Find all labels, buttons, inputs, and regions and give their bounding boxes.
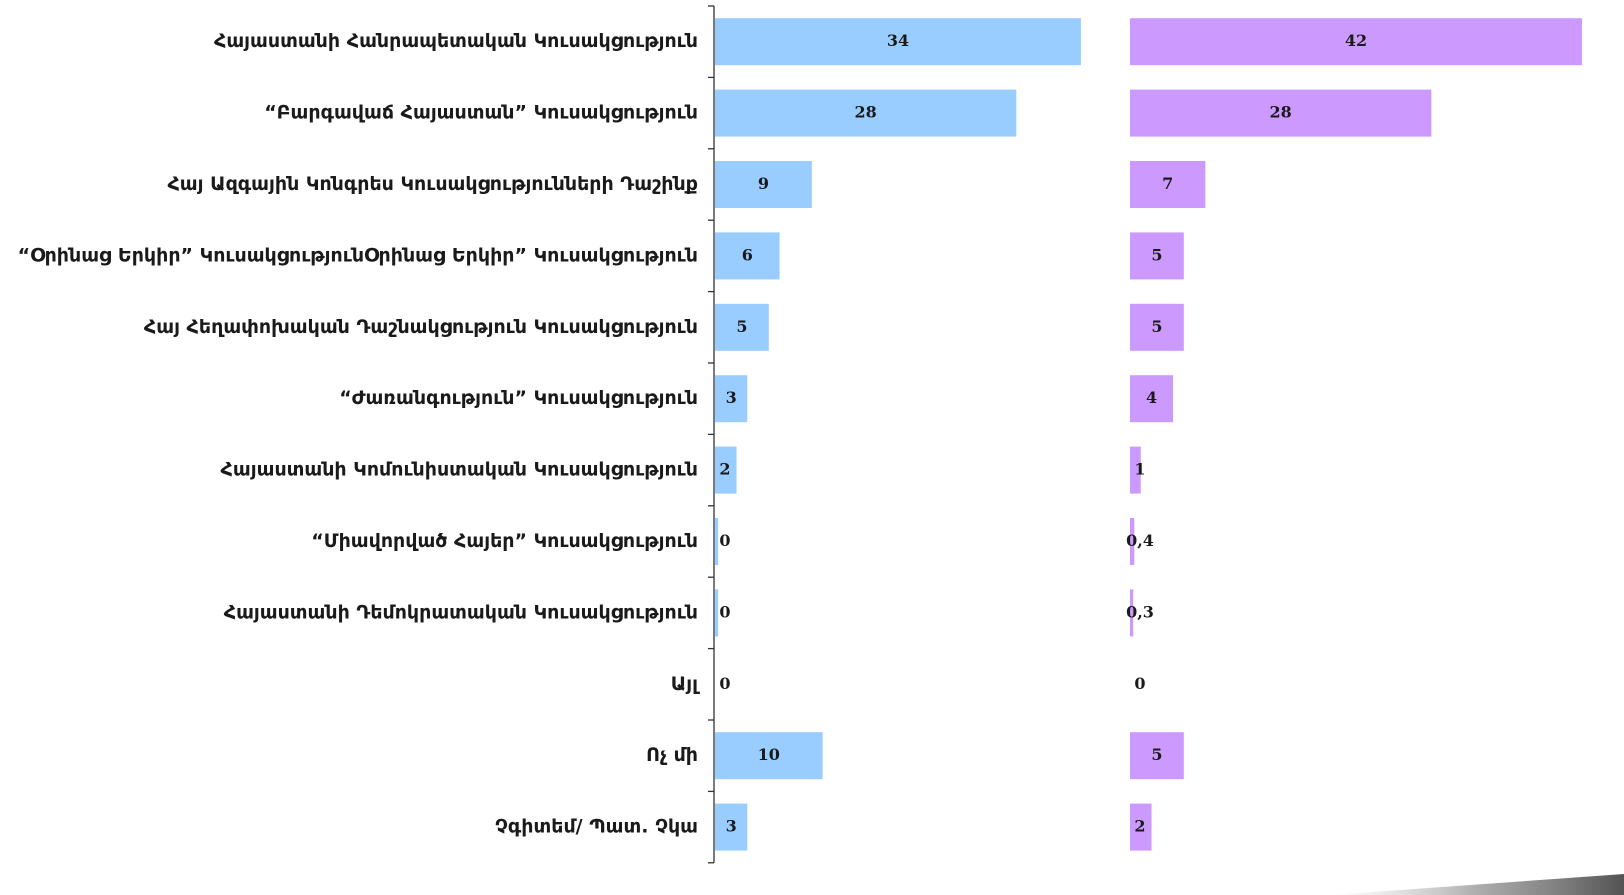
bar [715, 18, 1081, 66]
category-label: Հայ Ազգային Կոնգրես Կուսակցությունների Դ… [167, 173, 698, 195]
bar [1130, 303, 1184, 351]
data-label: 34 [887, 31, 909, 50]
data-label: 0 [719, 531, 730, 550]
bar [715, 232, 780, 280]
bar [1130, 518, 1135, 565]
data-label: 1 [1134, 460, 1145, 479]
category-label: Ոչ մի [646, 744, 698, 766]
bar [1130, 18, 1582, 66]
data-label: 6 [742, 245, 753, 264]
data-label: 4 [1146, 388, 1157, 407]
bar [715, 518, 719, 565]
category-label: Հայաստանի Հանրապետական Կուսակցություն [214, 30, 698, 52]
data-label: 9 [758, 174, 769, 193]
bar [715, 375, 748, 423]
data-label: 0 [1134, 674, 1145, 693]
data-label: 28 [1270, 103, 1292, 122]
category-label: “Բարգավաճ Հայաստան” Կուսակցություն [264, 102, 698, 124]
data-label: 5 [1151, 317, 1162, 336]
data-label: 5 [1151, 245, 1162, 264]
data-label: 3 [726, 388, 737, 407]
bar [1130, 803, 1152, 851]
data-label: 7 [1162, 174, 1173, 193]
bar [715, 803, 748, 851]
data-label: 42 [1345, 31, 1367, 50]
corner-shadow-decoration [1330, 874, 1624, 895]
data-label: 10 [758, 745, 780, 764]
bar [1130, 161, 1206, 208]
bar [1130, 732, 1184, 780]
bar [715, 303, 769, 351]
bar [715, 446, 737, 494]
category-label: Այլ [671, 673, 700, 695]
bar [1130, 446, 1141, 494]
category-label: Հայաստանի Կոմունիստական Կուսակցություն [221, 459, 698, 481]
category-label: Չգիտեմ/ Պատ. Չկա [495, 816, 698, 838]
bar [1130, 232, 1184, 280]
bar [1130, 589, 1134, 637]
data-label: 28 [855, 103, 877, 122]
data-label: 0,3 [1126, 602, 1154, 621]
category-axis [708, 5, 715, 864]
data-label: 0,4 [1126, 531, 1154, 550]
category-label: Հայ Հեղափոխական Դաշնակցություն Կուսակցու… [144, 316, 698, 338]
bar [715, 89, 1017, 137]
data-label: 2 [1134, 817, 1145, 836]
category-label: Հայաստանի Դեմոկրատական Կուսակցություն [224, 601, 698, 623]
bar [1130, 89, 1432, 137]
category-label: “Միավորված Հայեր” Կուսակցություն [311, 530, 698, 552]
data-label: 5 [736, 317, 747, 336]
bar [715, 589, 719, 637]
bar [715, 732, 823, 780]
bar [1130, 375, 1174, 423]
left-bar-panel: 34 28 9 6 5 3 2 0 0 0 10 3 [715, 18, 1081, 851]
category-label: “Ժառանգություն” Կուսակցություն [339, 387, 698, 409]
data-label: 2 [719, 460, 730, 479]
category-labels: Հայաստանի Հանրապետական Կուսակցություն “Բա… [18, 30, 701, 837]
data-label: 0 [719, 674, 730, 693]
bar [715, 161, 812, 208]
data-label: 5 [1151, 745, 1162, 764]
category-label: “Օրինաց Երկիր” ԿուսակցությունՕրինաց Երկի… [18, 244, 698, 266]
right-bar-panel: 42 28 7 5 5 4 1 0,4 0,3 0 5 2 [1126, 18, 1582, 851]
data-label: 3 [726, 817, 737, 836]
data-label: 0 [719, 602, 730, 621]
